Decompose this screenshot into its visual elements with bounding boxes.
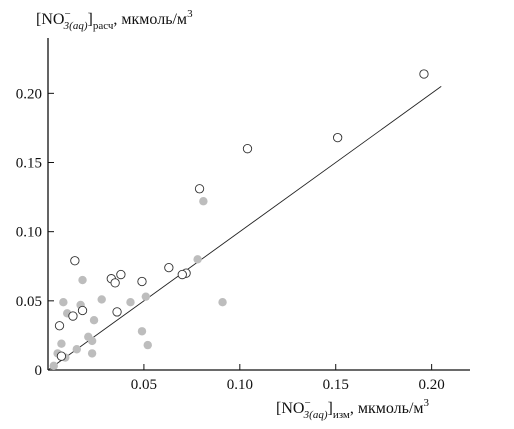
y-tick-label: 0.20 — [16, 86, 42, 102]
data-point-filled — [49, 361, 58, 371]
y-label-main: [NO — [36, 11, 64, 28]
data-point-filled — [87, 349, 97, 358]
y-label-sub: 3(aq) — [63, 20, 88, 32]
x-label-suffix-sub: изм — [333, 409, 350, 421]
data-point-filled — [126, 298, 135, 307]
data-point-filled — [72, 345, 81, 354]
data-point-open — [332, 132, 343, 143]
x-axis-label: [NO− 3(aq)]изм, мкмоль/м3 — [276, 397, 430, 421]
x-label-sup: − — [304, 397, 310, 409]
data-point-open — [110, 278, 120, 288]
x-label-bracket: ] — [327, 400, 332, 417]
data-point-open — [419, 69, 429, 79]
plot-area: 0 0.05 0.10 0.15 0.20 0.05 0.10 0.15 0.20 — [16, 38, 470, 393]
y-axis-label: [NO− 3(aq)]расч, мкмоль/м3 — [36, 8, 193, 32]
y-tick-label: 0 — [35, 363, 43, 379]
y-label-bracket: ] — [87, 11, 92, 28]
y-label-sup: − — [64, 8, 70, 20]
data-point-open — [70, 256, 80, 266]
data-point-filled — [143, 340, 152, 350]
data-point-filled — [57, 339, 66, 348]
x-label-unit-sup: 3 — [424, 397, 430, 409]
y-tick-label: 0.15 — [16, 156, 42, 172]
data-point-open — [112, 307, 122, 317]
x-label-sub: 3(aq) — [303, 409, 328, 421]
data-point-filled — [141, 292, 151, 301]
data-point-open — [68, 311, 78, 321]
data-point-open — [116, 269, 126, 280]
data-point-filled — [193, 255, 202, 264]
data-point-filled — [137, 327, 147, 336]
data-point-open — [137, 276, 147, 287]
fit-line — [47, 86, 442, 371]
data-point-open — [77, 305, 88, 316]
data-point-open — [194, 184, 205, 194]
data-point-filled — [87, 336, 97, 346]
data-point-open — [242, 144, 253, 154]
data-point-filled — [199, 197, 208, 206]
data-point-open — [54, 321, 65, 331]
data-point-open — [164, 262, 174, 273]
y-label-suffix-sub: расч — [93, 20, 114, 32]
data-point-filled — [59, 298, 68, 307]
data-point-open — [177, 269, 187, 280]
x-tick-label: 0.20 — [419, 377, 445, 393]
data-point-filled — [89, 316, 99, 325]
data-point-filled — [78, 275, 87, 285]
y-label-unit: , мкмоль/м — [113, 11, 187, 28]
data-point-open — [56, 351, 67, 361]
x-tick-label: 0.05 — [131, 377, 157, 393]
y-tick-label: 0.10 — [16, 225, 42, 241]
y-tick-label: 0.05 — [16, 294, 42, 310]
data-point-filled — [97, 295, 106, 304]
data-point-filled — [218, 298, 227, 307]
y-label-unit-sup: 3 — [187, 8, 193, 20]
x-tick-label: 0.15 — [323, 377, 349, 393]
x-label-unit: , мкмоль/м — [350, 400, 424, 417]
x-tick-label: 0.10 — [227, 377, 253, 393]
x-label-main: [NO — [276, 400, 304, 417]
